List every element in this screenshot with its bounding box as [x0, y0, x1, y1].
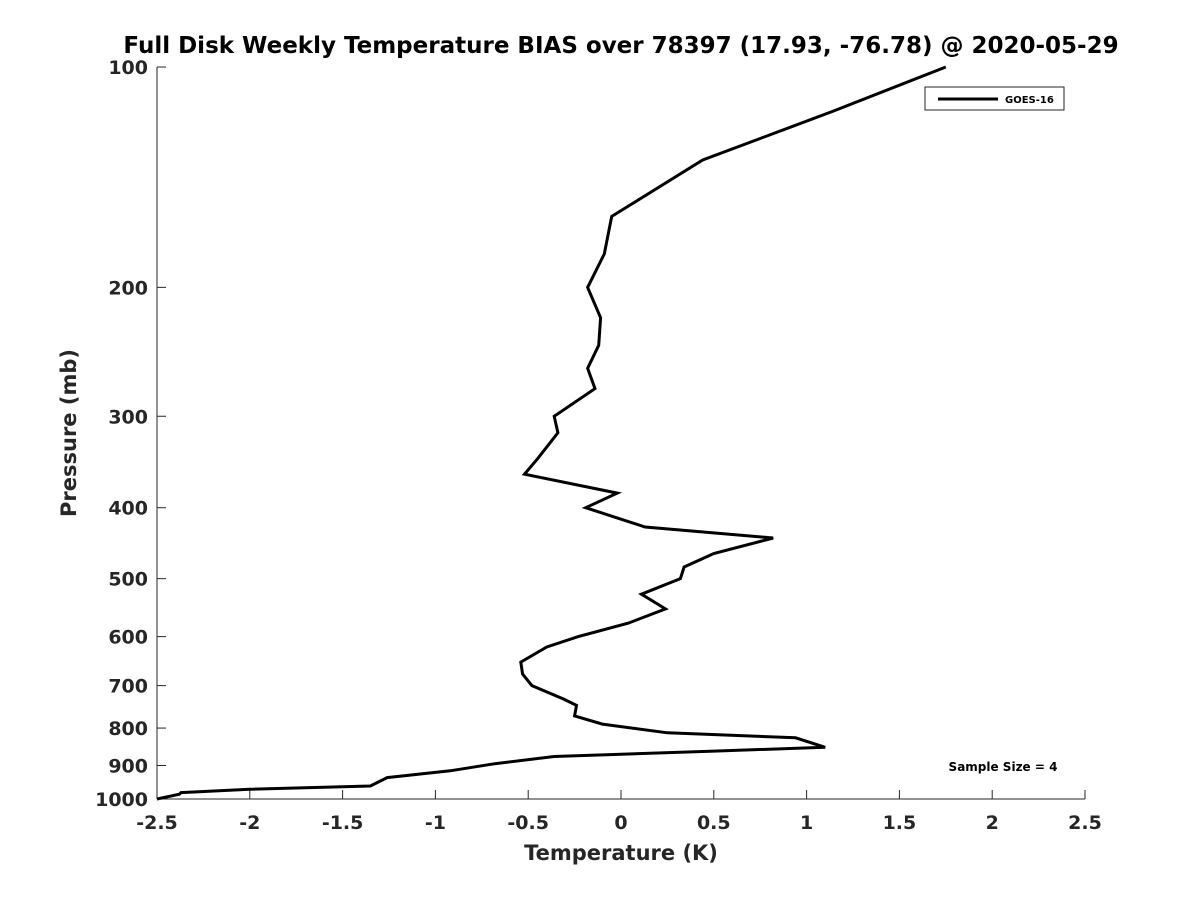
legend: GOES-16 — [924, 86, 1065, 111]
series-line-goes-16 — [156, 65, 947, 801]
x-ticks: -2.5 -2 -1.5 -1 -0.5 0 0.5 1 1.5 2 2.5 — [136, 790, 1102, 834]
x-tick-label: -1 — [425, 812, 446, 834]
y-tick-label: 800 — [108, 718, 148, 740]
x-tick-label: 2 — [986, 812, 999, 834]
x-tick-label: -2.5 — [136, 812, 178, 834]
chart-title: Full Disk Weekly Temperature BIAS over 7… — [123, 33, 1118, 59]
y-tick-label: 500 — [108, 569, 148, 591]
y-tick-label: 1000 — [95, 789, 148, 811]
y-tick-label: 100 — [108, 57, 148, 79]
x-axis-label: Temperature (K) — [524, 841, 718, 865]
y-tick-label: 700 — [108, 676, 148, 698]
x-tick-label: -1.5 — [322, 812, 364, 834]
sample-size-annotation: Sample Size = 4 — [949, 760, 1058, 774]
series-layer — [156, 65, 947, 801]
y-tick-label: 400 — [108, 498, 148, 520]
x-tick-label: 1 — [800, 812, 813, 834]
y-axis-label: Pressure (mb) — [57, 349, 81, 517]
x-tick-label: 0.5 — [697, 812, 731, 834]
x-tick-label: -2 — [239, 812, 260, 834]
x-tick-label: 2.5 — [1068, 812, 1102, 834]
x-tick-label: 1.5 — [883, 812, 917, 834]
x-tick-label: 0 — [614, 812, 627, 834]
y-ticks: 100 200 300 400 500 600 700 800 900 1000 — [95, 57, 166, 811]
x-tick-label: -0.5 — [507, 812, 549, 834]
y-tick-label: 200 — [108, 277, 148, 299]
legend-label-goes-16: GOES-16 — [1005, 95, 1054, 106]
y-tick-label: 900 — [108, 756, 148, 778]
y-tick-label: 300 — [108, 406, 148, 428]
y-tick-label: 600 — [108, 627, 148, 649]
axes — [156, 67, 1085, 800]
